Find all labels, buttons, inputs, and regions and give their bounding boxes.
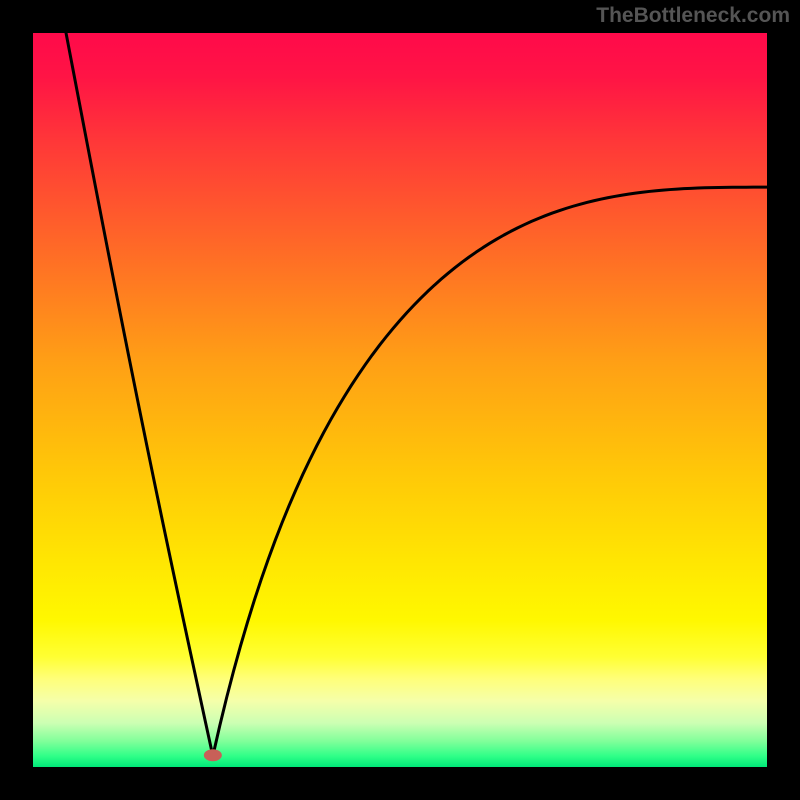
plot-area	[33, 33, 767, 767]
gradient-background	[33, 33, 767, 767]
watermark-text: TheBottleneck.com	[596, 4, 790, 28]
chart-container: TheBottleneck.com	[0, 0, 800, 800]
minimum-marker	[204, 749, 222, 761]
